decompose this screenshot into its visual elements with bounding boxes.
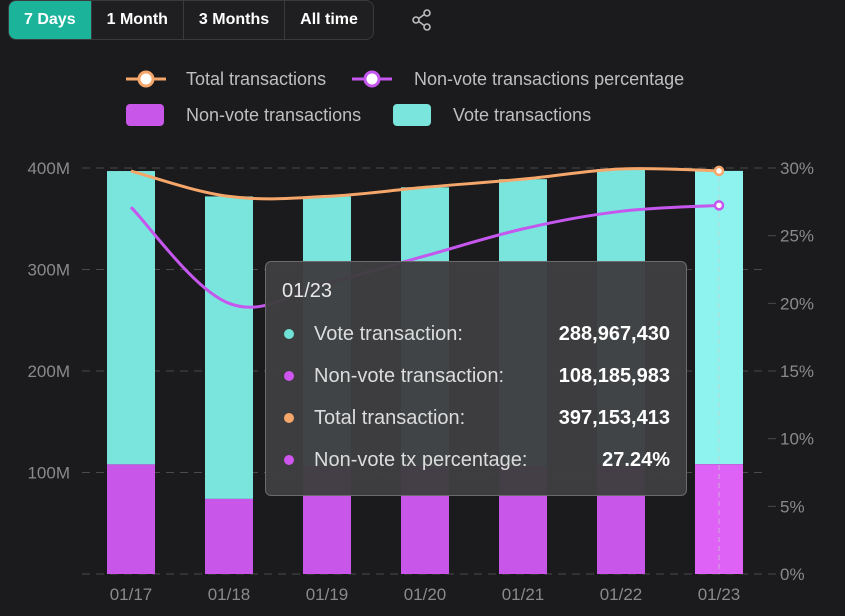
bar-nonvote [205, 498, 253, 574]
y-left-tick-label: 300M [27, 261, 70, 280]
tooltip-date: 01/23 [282, 280, 333, 302]
legend-nonvote-swatch [126, 104, 164, 126]
nonvote-percentage-line [129, 203, 720, 309]
chart-tooltip: 01/23 Vote transaction: 288,967,430 Non-… [265, 261, 687, 496]
percentage-line-marker [713, 200, 725, 211]
bar-vote [205, 196, 253, 499]
y-right-tick-label: 20% [780, 294, 814, 313]
y-right-tick-label: 30% [780, 159, 814, 178]
tooltip-value: 108,185,983 [558, 364, 670, 387]
legend-line-marker-icon [352, 70, 392, 88]
y-left-tick-label: 200M [27, 362, 70, 381]
legend-nonvote-label: Non-vote transactions [186, 104, 362, 125]
legend-vote-transactions[interactable]: Vote transactions [393, 104, 591, 126]
tooltip-row-total: Total transaction: 397,153,413 [282, 397, 670, 439]
range-all-time-button[interactable]: All time [300, 11, 358, 28]
tooltip-row-vote: Vote transaction: 288,967,430 [282, 313, 670, 355]
y-left-tick-label: 400M [27, 159, 70, 178]
range-1-month-button[interactable]: 1 Month [92, 1, 184, 39]
tooltip-label: Vote transaction: [314, 322, 463, 345]
x-tick-label: 01/19 [306, 585, 349, 604]
tooltip-row-nonvote: Non-vote transaction: 108,185,983 [282, 355, 670, 397]
tooltip-label: Non-vote transaction: [314, 364, 505, 387]
x-tick-label: 01/21 [502, 585, 545, 604]
x-tick-label: 01/17 [110, 585, 153, 604]
bar-nonvote [107, 464, 155, 574]
tooltip-value: 397,153,413 [558, 406, 670, 429]
legend-vote-label: Vote transactions [453, 104, 592, 125]
range-3-months-button[interactable]: 3 Months [184, 1, 286, 39]
tooltip-dot-icon [284, 455, 294, 465]
range-7-days-button[interactable]: 7 Days [9, 1, 92, 39]
tooltip-row-percentage: Non-vote tx percentage: 27.24% [282, 439, 670, 481]
tooltip-label: Total transaction: [314, 406, 466, 429]
legend-vote-swatch [393, 104, 431, 126]
share-button[interactable] [408, 6, 436, 34]
y-right-tick-label: 0% [780, 565, 805, 584]
x-tick-label: 01/22 [600, 585, 643, 604]
bar-vote [107, 171, 155, 465]
tooltip-value: 27.24% [602, 448, 670, 471]
total-line-marker [713, 165, 725, 177]
y-left-tick-label: 100M [27, 464, 70, 483]
tooltip-value: 288,967,430 [558, 322, 670, 345]
total-transactions-line [130, 167, 720, 201]
y-right-tick-label: 10% [780, 430, 814, 449]
time-range-selector: 7 Days 1 Month 3 Months All time [8, 0, 374, 40]
x-tick-label: 01/20 [404, 585, 447, 604]
legend-percentage-label: Non-vote transactions percentage [414, 68, 685, 89]
y-right-tick-label: 15% [780, 362, 814, 381]
tooltip-label: Non-vote tx percentage: [314, 448, 528, 471]
y-right-tick-label: 5% [780, 497, 805, 516]
x-tick-label: 01/23 [698, 585, 741, 604]
tooltip-dot-icon [284, 371, 294, 381]
legend-nonvote-percentage[interactable]: Non-vote transactions percentage [352, 68, 684, 90]
legend-total-transactions[interactable]: Total transactions [126, 68, 326, 90]
y-right-tick-label: 25% [780, 227, 814, 246]
share-icon [412, 9, 431, 31]
legend-line-marker-icon [126, 70, 166, 88]
tooltip-dot-icon [284, 413, 294, 423]
legend-total-label: Total transactions [186, 68, 327, 89]
tooltip-dot-icon [284, 329, 294, 339]
x-tick-label: 01/18 [208, 585, 251, 604]
legend-nonvote-transactions[interactable]: Non-vote transactions [126, 104, 361, 126]
